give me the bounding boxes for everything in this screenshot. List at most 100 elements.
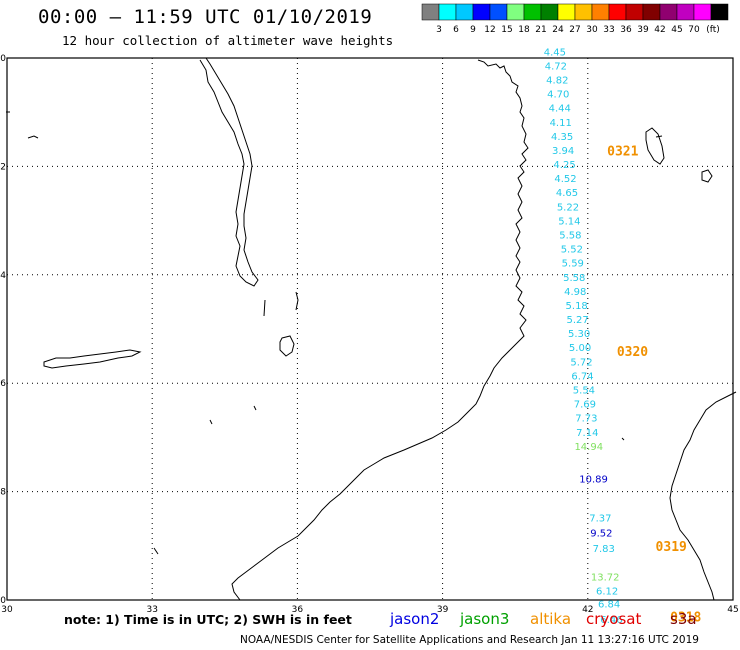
swh-value: 9.52: [590, 529, 612, 540]
legend-swatch: [506, 3, 525, 21]
lake-malawi: [199, 57, 259, 287]
legend-tick-label: 18: [518, 25, 530, 35]
lat-tick-label: -12: [0, 162, 6, 172]
swh-value: 5.52: [561, 245, 583, 256]
legend-swatch: [523, 3, 542, 21]
swh-value: 5.18: [566, 301, 588, 312]
legend-swatch: [438, 3, 457, 21]
legend-swatch: [574, 3, 593, 21]
legend-tick-label: 15: [501, 25, 512, 35]
lat-tick-label: -10: [0, 54, 6, 64]
lake-chilwa: [279, 335, 295, 357]
legend-tick-label: 27: [569, 25, 580, 35]
africa-coastline: [231, 59, 529, 601]
legend-tick-label: 30: [586, 25, 598, 35]
axis-ticks: 30 33 36 39 42 45 -10 -12 -14 -16 -18 -20: [0, 54, 739, 615]
legend-tick-label: 70: [688, 25, 700, 35]
footer-credit: NOAA/NESDIS Center for Satellite Applica…: [240, 634, 699, 646]
legend-swatch: [421, 3, 440, 21]
swh-value: 7.14: [576, 428, 598, 439]
legend-tick-label: 24: [552, 25, 564, 35]
swh-value: 5.54: [573, 385, 595, 396]
legend-tick-label: 39: [637, 25, 649, 35]
pass-number: 0320: [617, 345, 648, 360]
mayotte-island: [701, 169, 713, 183]
map-subtitle: 12 hour collection of altimeter wave hei…: [62, 33, 394, 48]
swh-value: 5.27: [567, 315, 589, 326]
legend-tick-label: 36: [620, 25, 632, 35]
river-segment-1: [295, 291, 299, 311]
legend-swatch: [557, 3, 576, 21]
swh-value: 6.46: [600, 615, 622, 626]
swh-value: 7.73: [575, 414, 597, 425]
legend-swatch: [676, 3, 695, 21]
swh-value: 5.14: [558, 216, 580, 227]
swh-value: 5.00: [569, 343, 591, 354]
inland-dot-2: [209, 419, 213, 425]
swh-value: 4.52: [554, 174, 576, 185]
lon-tick-label: 39: [437, 605, 449, 615]
swh-value: 6.12: [596, 587, 618, 598]
swh-value: 4.44: [549, 104, 571, 115]
satellite-s3a: s3a: [670, 610, 697, 628]
swh-value: 4.65: [556, 188, 578, 199]
satellite-legend: jason2 jason3 altika cryosat s3a: [389, 610, 697, 628]
swh-value: 4.11: [550, 118, 572, 129]
swh-value: 4.72: [545, 61, 567, 72]
legend-swatch: [591, 3, 610, 21]
lat-tick-label: -16: [0, 379, 6, 389]
pass-number: 0321: [607, 145, 638, 160]
legend-tick-label: 45: [671, 25, 682, 35]
legend-tick-label: 3: [436, 25, 442, 35]
lon-tick-label: 33: [146, 605, 157, 615]
swh-value: 6.84: [598, 600, 620, 611]
map-frame: [6, 57, 734, 601]
lat-tick-label: -20: [0, 596, 6, 606]
river-segment-2: [263, 299, 266, 317]
satellite-altika: altika: [530, 610, 571, 628]
swh-value: 5.30: [568, 329, 590, 340]
island-dot: [655, 135, 663, 138]
legend-tick-label: 21: [535, 25, 546, 35]
legend-tick-label: 6: [453, 25, 459, 35]
comoros-island: [645, 127, 665, 165]
island-tiny-1: [621, 437, 625, 441]
pass-number: 0319: [656, 540, 687, 555]
legend-swatch: [659, 3, 678, 21]
swh-value: 7.69: [574, 400, 596, 411]
legend-swatch: [472, 3, 491, 21]
pass-number: 0318: [670, 611, 701, 626]
swh-value: 4.98: [564, 287, 586, 298]
swh-value: 13.72: [591, 572, 620, 583]
swh-value: 4.70: [547, 90, 569, 101]
satellite-cryosat: cryosat: [586, 610, 641, 628]
swh-value: 5.58: [563, 273, 585, 284]
swh-value: 7.83: [593, 544, 615, 555]
swh-value: 5.22: [557, 202, 579, 213]
swh-value: 5.59: [562, 259, 584, 270]
swh-value: 10.89: [579, 474, 608, 485]
pass-labels: 0321 0320 0319 0318: [607, 145, 701, 626]
swh-value: 4.82: [546, 75, 568, 86]
legend-swatch: [625, 3, 644, 21]
lon-tick-label: 36: [292, 605, 304, 615]
color-scale-legend: 3 6 9 12 15 18 21 24 27 30 33 36 39 42 45 70 (ft): [421, 3, 729, 35]
lat-tick-label: -14: [0, 271, 6, 281]
swh-value: 4.35: [551, 132, 573, 143]
legend-tick-label: 42: [654, 25, 665, 35]
lat-tick-label: -18: [0, 488, 6, 498]
swh-value: 5.58: [559, 230, 581, 241]
island-small-1: [27, 135, 39, 139]
legend-swatch: [608, 3, 627, 21]
legend-tick-label: 9: [470, 25, 476, 35]
swh-value: 4.25: [553, 160, 575, 171]
swh-observations: 4.45 4.72 4.82 4.70 4.44 4.11 4.35 3.94 4.25 4.52…: [544, 47, 623, 625]
legend-tick-label: 33: [603, 25, 614, 35]
madagascar-coastline: [669, 391, 737, 601]
lon-tick-label: 30: [1, 605, 13, 615]
legend-swatch: [642, 3, 661, 21]
map-title: 00:00 – 11:59 UTC 01/10/2019: [38, 6, 373, 28]
legend-swatch: [489, 3, 508, 21]
coastlines: [6, 57, 737, 601]
